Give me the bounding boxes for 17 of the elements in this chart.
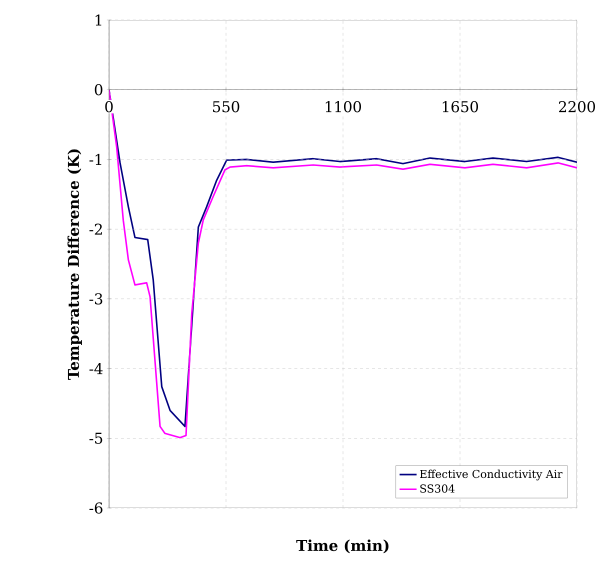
y-tick-label: 1 bbox=[96, 14, 102, 26]
x-tick-label: 0 bbox=[105, 101, 113, 112]
y-tick-label: -5 bbox=[89, 432, 102, 444]
x-tick-label: 1100 bbox=[326, 101, 362, 112]
x-tick-label: 550 bbox=[213, 101, 240, 112]
x-tick-label: 1650 bbox=[442, 101, 478, 112]
y-tick-label: -4 bbox=[89, 363, 103, 374]
y-tick-label: 0 bbox=[94, 84, 102, 96]
y-tick-label: -2 bbox=[89, 224, 102, 235]
y-tick-label: -6 bbox=[89, 502, 102, 514]
legend-label: SS304 bbox=[420, 484, 455, 493]
x-tick-label: 2200 bbox=[559, 101, 596, 112]
y-tick-label: -1 bbox=[89, 154, 102, 165]
y-tick-label: -3 bbox=[89, 293, 102, 305]
y-axis-title: Temperature Difference (K) bbox=[68, 149, 82, 380]
x-axis-title: Time (min) bbox=[296, 540, 388, 554]
legend-label: Effective Conductivity Air bbox=[420, 470, 562, 480]
